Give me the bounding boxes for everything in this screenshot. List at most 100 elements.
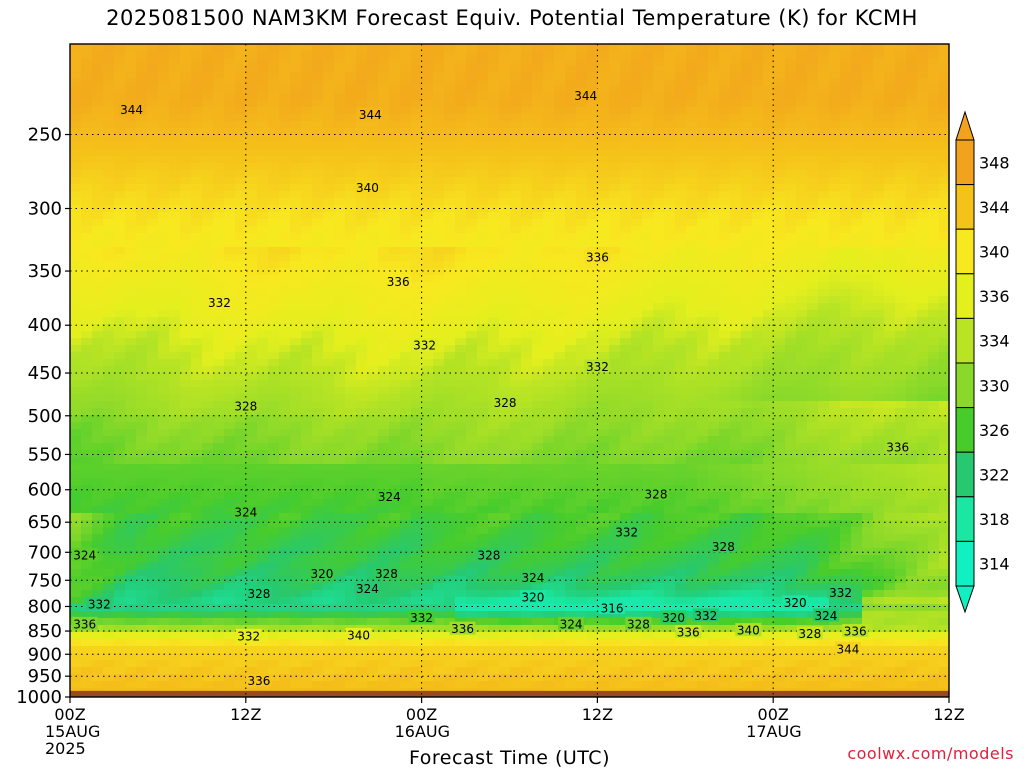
field-cell: [444, 142, 456, 150]
field-cell: [774, 443, 786, 451]
field-cell: [939, 128, 949, 136]
field-cell: [543, 443, 555, 451]
field-cell: [70, 359, 82, 367]
field-cell: [279, 163, 291, 171]
field-cell: [565, 380, 577, 388]
field-cell: [829, 338, 841, 346]
field-cell: [499, 233, 511, 241]
field-cell: [466, 352, 478, 360]
field-cell: [411, 107, 423, 115]
field-cell: [642, 387, 654, 395]
field-cell: [488, 44, 500, 52]
field-cell: [895, 142, 907, 150]
field-cell: [543, 177, 555, 185]
field-cell: [268, 72, 280, 80]
field-cell: [631, 170, 643, 178]
field-cell: [521, 177, 533, 185]
field-cell: [532, 296, 544, 304]
field-cell: [400, 408, 412, 416]
field-cell: [796, 114, 808, 122]
field-cell: [499, 296, 511, 304]
field-cell: [213, 184, 225, 192]
field-cell: [873, 373, 885, 381]
field-cell: [488, 247, 500, 255]
field-cell: [587, 429, 599, 437]
field-cell: [675, 422, 687, 430]
field-cell: [81, 121, 93, 129]
field-cell: [158, 443, 170, 451]
field-cell: [433, 422, 445, 430]
field-cell: [917, 177, 929, 185]
field-cell: [774, 296, 786, 304]
field-cell: [213, 345, 225, 353]
field-cell: [719, 422, 731, 430]
field-cell: [862, 100, 874, 108]
field-cell: [906, 121, 918, 129]
field-cell: [730, 415, 742, 423]
field-cell: [576, 471, 588, 479]
field-cell: [752, 58, 764, 66]
field-cell: [851, 373, 863, 381]
field-cell: [939, 457, 949, 465]
field-cell: [532, 443, 544, 451]
field-cell: [202, 93, 214, 101]
field-cell: [389, 387, 401, 395]
field-cell: [796, 450, 808, 458]
field-cell: [345, 212, 357, 220]
field-cell: [356, 380, 368, 388]
field-cell: [697, 254, 709, 262]
field-cell: [235, 303, 247, 311]
field-cell: [730, 107, 742, 115]
field-cell: [411, 380, 423, 388]
field-cell: [543, 163, 555, 171]
field-cell: [521, 233, 533, 241]
field-cell: [708, 93, 720, 101]
field-cell: [928, 401, 940, 409]
field-cell: [235, 247, 247, 255]
field-cell: [939, 366, 949, 374]
field-cell: [312, 233, 324, 241]
field-cell: [422, 443, 434, 451]
field-cell: [719, 268, 731, 276]
field-cell: [697, 415, 709, 423]
field-cell: [598, 114, 610, 122]
field-cell: [301, 79, 313, 87]
field-cell: [169, 471, 181, 479]
field-cell: [631, 471, 643, 479]
field-cell: [554, 289, 566, 297]
field-cell: [752, 44, 764, 52]
field-cell: [521, 289, 533, 297]
field-cell: [246, 58, 258, 66]
field-cell: [103, 464, 115, 472]
field-cell: [169, 121, 181, 129]
field-cell: [620, 457, 632, 465]
field-cell: [807, 268, 819, 276]
field-cell: [807, 212, 819, 220]
field-cell: [246, 177, 258, 185]
field-cell: [840, 310, 852, 318]
field-cell: [840, 338, 852, 346]
field-cell: [708, 310, 720, 318]
field-cell: [576, 296, 588, 304]
field-cell: [257, 464, 269, 472]
field-cell: [521, 275, 533, 283]
field-cell: [202, 352, 214, 360]
field-cell: [631, 191, 643, 199]
field-cell: [686, 261, 698, 269]
field-cell: [686, 51, 698, 59]
field-cell: [576, 149, 588, 157]
field-cell: [521, 464, 533, 472]
field-cell: [81, 464, 93, 472]
field-cell: [400, 212, 412, 220]
field-cell: [774, 261, 786, 269]
field-cell: [587, 135, 599, 143]
field-cell: [191, 401, 203, 409]
field-cell: [158, 107, 170, 115]
field-cell: [818, 324, 830, 332]
field-cell: [213, 401, 225, 409]
field-cell: [862, 464, 874, 472]
field-cell: [81, 338, 93, 346]
field-cell: [906, 65, 918, 73]
field-cell: [785, 226, 797, 234]
